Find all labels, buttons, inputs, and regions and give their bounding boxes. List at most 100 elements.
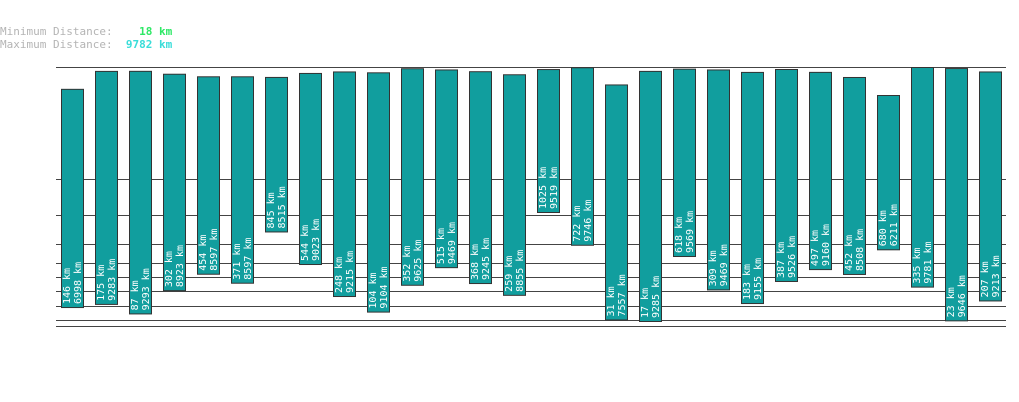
min-distance-data-label: 515 km xyxy=(436,228,447,264)
max-distance-data-label: 7557 km xyxy=(617,274,628,316)
max-distance-data-label: 9293 km xyxy=(141,268,152,310)
bar-group: 497 km 9160 km xyxy=(809,71,832,271)
bar-group: 146 km 6998 km xyxy=(61,88,84,309)
min-distance-data-label: 352 km xyxy=(402,246,413,282)
bar-group: 454 km 8597 km xyxy=(197,76,220,275)
distance-bar xyxy=(911,67,934,288)
min-distance-data-label: 175 km xyxy=(96,265,107,301)
distance-bar xyxy=(979,71,1002,302)
bar-group: 1025 km 9519 km xyxy=(537,69,560,213)
bar-group: 845 km 8515 km xyxy=(265,76,288,233)
max-distance-value: 9782 km xyxy=(125,38,173,51)
bar-group: 31 km 7557 km xyxy=(605,84,628,321)
max-distance-data-label: 8855 km xyxy=(515,250,526,292)
distance-bar xyxy=(299,72,322,266)
bar-group: 515 km 9469 km xyxy=(435,69,458,269)
distance-bar xyxy=(639,70,662,322)
min-distance-data-label: 618 km xyxy=(674,217,685,253)
max-distance-data-label: 9213 km xyxy=(991,255,1002,297)
max-distance-data-label: 9023 km xyxy=(311,219,322,261)
bar-group: 207 km 9213 km xyxy=(979,71,1002,302)
min-distance-data-label: 544 km xyxy=(300,225,311,261)
distance-stats: Minimum Distance: 18 km Maximum Distance:… xyxy=(0,25,172,51)
bar-group: 387 km 9526 km xyxy=(775,69,798,282)
distance-bar xyxy=(197,76,220,275)
min-distance-data-label: 845 km xyxy=(266,192,277,228)
min-distance-data-label: 87 km xyxy=(130,280,141,310)
max-distance-data-label: 9781 km xyxy=(923,241,934,283)
min-distance-data-label: 259 km xyxy=(504,256,515,292)
distance-bar xyxy=(61,88,84,309)
distance-bar xyxy=(265,76,288,233)
max-distance-data-label: 9746 km xyxy=(583,200,594,242)
min-distance-data-label: 452 km xyxy=(844,235,855,271)
min-distance-data-label: 335 km xyxy=(912,247,923,283)
max-distance-data-label: 9519 km xyxy=(549,167,560,209)
max-distance-data-label: 9625 km xyxy=(413,240,424,282)
min-distance-data-label: 387 km xyxy=(776,242,787,278)
min-distance-data-label: 23 km xyxy=(946,287,957,317)
min-distance-value: 18 km xyxy=(139,25,173,38)
distance-bar xyxy=(673,68,696,258)
bar-group: 368 km 9245 km xyxy=(469,71,492,285)
min-distance-label: Minimum Distance: xyxy=(0,25,113,38)
max-distance-data-label: 9215 km xyxy=(345,251,356,293)
min-distance-data-label: 1025 km xyxy=(538,167,549,209)
bar-group: 452 km 8508 km xyxy=(843,76,866,275)
bar-group: 248 km 9215 km xyxy=(333,71,356,298)
max-distance-data-label: 9160 km xyxy=(821,224,832,266)
max-distance-data-label: 6211 km xyxy=(889,204,900,246)
max-distance-data-label: 9245 km xyxy=(481,238,492,280)
max-distance-data-label: 9569 km xyxy=(685,211,696,253)
min-distance-data-label: 183 km xyxy=(742,264,753,300)
min-distance-line: Minimum Distance: 18 km xyxy=(0,25,172,38)
max-distance-data-label: 9285 km xyxy=(651,276,662,318)
distance-bar xyxy=(775,69,798,282)
distance-bar xyxy=(537,69,560,213)
max-distance-data-label: 9646 km xyxy=(957,275,968,317)
max-distance-data-label: 8508 km xyxy=(855,229,866,271)
bars: 146 km 6998 km 175 km 9283 km 87 km 9293 km 30… xyxy=(61,67,1002,322)
distance-bar xyxy=(231,76,254,284)
distance-bar xyxy=(877,95,900,251)
bar-group: 335 km 9781 km xyxy=(911,67,934,288)
distance-bar xyxy=(707,69,730,291)
bar-group: 371 km 8597 km xyxy=(231,76,254,284)
bar-group: 23 km 9646 km xyxy=(945,68,968,322)
min-distance-data-label: 454 km xyxy=(198,235,209,271)
min-distance-data-label: 146 km xyxy=(62,268,73,304)
distance-bar xyxy=(809,71,832,271)
min-distance-data-label: 302 km xyxy=(164,251,175,287)
distance-bar xyxy=(163,73,186,292)
max-distance-data-label: 9469 km xyxy=(447,222,458,264)
min-distance-data-label: 31 km xyxy=(606,286,617,316)
distance-bar xyxy=(401,68,424,286)
bar-group: 183 km 9155 km xyxy=(741,71,764,305)
min-distance-data-label: 104 km xyxy=(368,272,379,308)
max-distance-data-label: 9526 km xyxy=(787,236,798,278)
distance-bar xyxy=(843,76,866,275)
min-distance-data-label: 368 km xyxy=(470,244,481,280)
bar-group: 618 km 9569 km xyxy=(673,68,696,258)
min-distance-data-label: 497 km xyxy=(810,230,821,266)
max-distance-label: Maximum Distance: xyxy=(0,38,113,51)
bar-group: 302 km 8923 km xyxy=(163,73,186,292)
max-distance-data-label: 8597 km xyxy=(209,229,220,271)
distance-bar xyxy=(367,72,390,313)
distance-bar xyxy=(945,68,968,322)
max-distance-data-label: 9283 km xyxy=(107,259,118,301)
bar-group: 309 km 9469 km xyxy=(707,69,730,291)
max-distance-data-label: 9155 km xyxy=(753,258,764,300)
min-distance-data-label: 371 km xyxy=(232,244,243,280)
max-distance-line: Maximum Distance: 9782 km xyxy=(0,38,172,51)
distance-bar xyxy=(95,70,118,305)
bar-group: 544 km 9023 km xyxy=(299,72,322,266)
distance-bar xyxy=(605,84,628,321)
distance-bar xyxy=(129,70,152,315)
min-distance-data-label: 17 km xyxy=(640,288,651,318)
min-distance-data-label: 680 km xyxy=(878,210,889,246)
min-distance-data-label: 309 km xyxy=(708,250,719,286)
bar-group: 259 km 8855 km xyxy=(503,74,526,296)
min-distance-data-label: 207 km xyxy=(980,261,991,297)
